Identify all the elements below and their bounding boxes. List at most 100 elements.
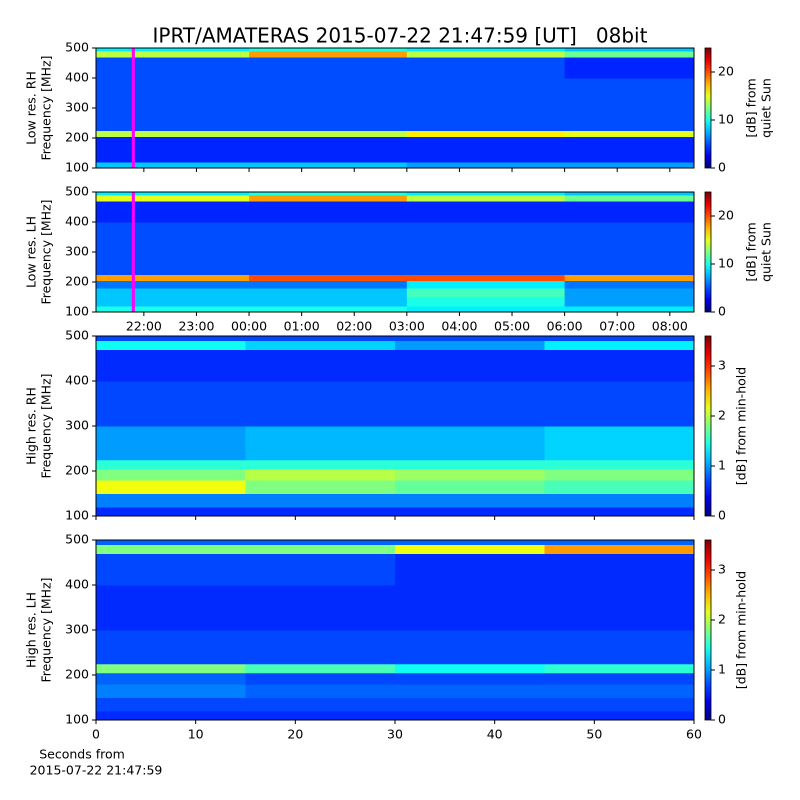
heatmap-cell — [249, 51, 408, 58]
heatmap-cell — [245, 540, 396, 545]
y-tick-label: 300 — [65, 622, 89, 637]
heatmap-cell — [96, 192, 250, 196]
y-tick-label: 100 — [65, 508, 89, 523]
heatmap-cell — [395, 340, 545, 350]
y-tick-label: 500 — [65, 40, 89, 55]
heatmap-cell — [395, 663, 545, 674]
heatmap-cell — [564, 51, 695, 58]
heatmap-cell — [395, 381, 545, 427]
heatmap-cell — [96, 553, 246, 586]
heatmap-cell — [395, 507, 545, 517]
x-tick-label: 20 — [287, 727, 303, 742]
heatmap-cell — [96, 48, 250, 52]
heatmap-cell — [564, 201, 695, 223]
heatmap-cell — [249, 195, 408, 202]
x-tick-label: 23:00 — [178, 319, 214, 334]
heatmap-cell — [96, 222, 250, 253]
heatmap-cell — [544, 711, 695, 721]
heatmap-cell — [96, 153, 250, 163]
heatmap-cell — [245, 349, 396, 382]
heatmap-cell — [249, 162, 408, 169]
heatmap-cell — [96, 162, 250, 169]
heatmap-cell — [249, 280, 408, 289]
heatmap-cell — [544, 630, 695, 665]
heatmap-cell — [406, 57, 566, 79]
heatmap-cell — [544, 697, 695, 712]
heatmap-cell — [544, 507, 695, 517]
colorbar — [704, 47, 712, 169]
heatmap-cell — [96, 297, 250, 307]
heatmap-cell — [564, 274, 695, 281]
heatmap-cell — [245, 585, 396, 631]
heatmap-cell — [245, 507, 396, 517]
heatmap-cell — [406, 162, 566, 169]
heatmap-cell — [249, 153, 408, 163]
heatmap-cell — [245, 711, 396, 721]
heatmap-cell — [395, 630, 545, 665]
heatmap-cell — [245, 493, 396, 508]
colorbar-label: [dB] from — [744, 78, 759, 137]
heatmap-cell — [395, 697, 545, 712]
heatmap-cell — [406, 192, 566, 196]
y-axis-label: Frequency [MHz] — [39, 55, 54, 160]
heatmap-cell — [96, 459, 246, 470]
heatmap-cell — [249, 222, 408, 253]
heatmap-cell — [96, 336, 246, 341]
heatmap-cell — [406, 195, 566, 202]
heatmap-cell — [249, 274, 408, 281]
heatmap-cell — [564, 297, 695, 307]
y-axis-label: Low res. LH — [24, 216, 39, 288]
heatmap-cell — [544, 426, 695, 461]
colorbar-tick-label: 2 — [718, 612, 726, 627]
heatmap-cell — [245, 697, 396, 712]
colorbar — [704, 191, 712, 313]
colorbar-tick-label: 0 — [718, 712, 726, 727]
heatmap-cell — [395, 711, 545, 721]
heatmap-cell — [395, 553, 545, 586]
y-axis-label: Frequency [MHz] — [39, 373, 54, 478]
y-tick-label: 300 — [65, 244, 89, 259]
x-tick-label: 05:00 — [494, 319, 530, 334]
heatmap-cell — [245, 544, 396, 554]
y-tick-label: 400 — [65, 373, 89, 388]
heatmap-cell — [96, 540, 246, 545]
y-axis-label: Frequency [MHz] — [39, 199, 54, 304]
y-tick-label: 400 — [65, 214, 89, 229]
heatmap-cell — [96, 144, 250, 154]
heatmap-cell — [564, 48, 695, 52]
heatmap-cell — [564, 57, 695, 79]
heatmap-cell — [249, 78, 408, 109]
y-tick-label: 400 — [65, 70, 89, 85]
heatmap-cell — [406, 51, 566, 58]
colorbar — [704, 539, 712, 721]
heatmap-cell — [406, 136, 566, 145]
chart-title: IPRT/AMATERAS 2015-07-22 21:47:59 [UT] 0… — [153, 24, 648, 48]
heatmap-cell — [96, 108, 250, 131]
y-axis-label: High res. RH — [24, 387, 39, 465]
heatmap-cell — [544, 663, 695, 674]
heatmap-cell — [406, 108, 566, 131]
heatmap-cell — [96, 136, 250, 145]
colorbar-tick-label: 10 — [718, 112, 734, 127]
heatmap-cell — [564, 136, 695, 145]
heatmap-cell — [406, 288, 566, 298]
heatmap-cell — [564, 222, 695, 253]
heatmap-cell — [96, 493, 246, 508]
heatmap-cell — [96, 51, 250, 58]
heatmap-cell — [96, 288, 250, 298]
heatmap-cell — [96, 684, 246, 698]
heatmap-cell — [544, 540, 695, 545]
heatmap-cell — [406, 144, 566, 154]
x-axis-label: 2015-07-22 21:47:59 — [30, 763, 163, 778]
heatmap-cell — [544, 468, 695, 481]
heatmap-cell — [96, 507, 246, 517]
y-tick-label: 300 — [65, 418, 89, 433]
heatmap-cell — [564, 306, 695, 313]
x-tick-label: 30 — [387, 727, 403, 742]
heatmap-cell — [544, 553, 695, 586]
heatmap-cell — [406, 252, 566, 275]
heatmap-cell — [544, 459, 695, 470]
colorbar-tick-label: 0 — [718, 304, 726, 319]
heatmap-cell — [245, 336, 396, 341]
colorbar-tick-label: 1 — [718, 662, 726, 677]
